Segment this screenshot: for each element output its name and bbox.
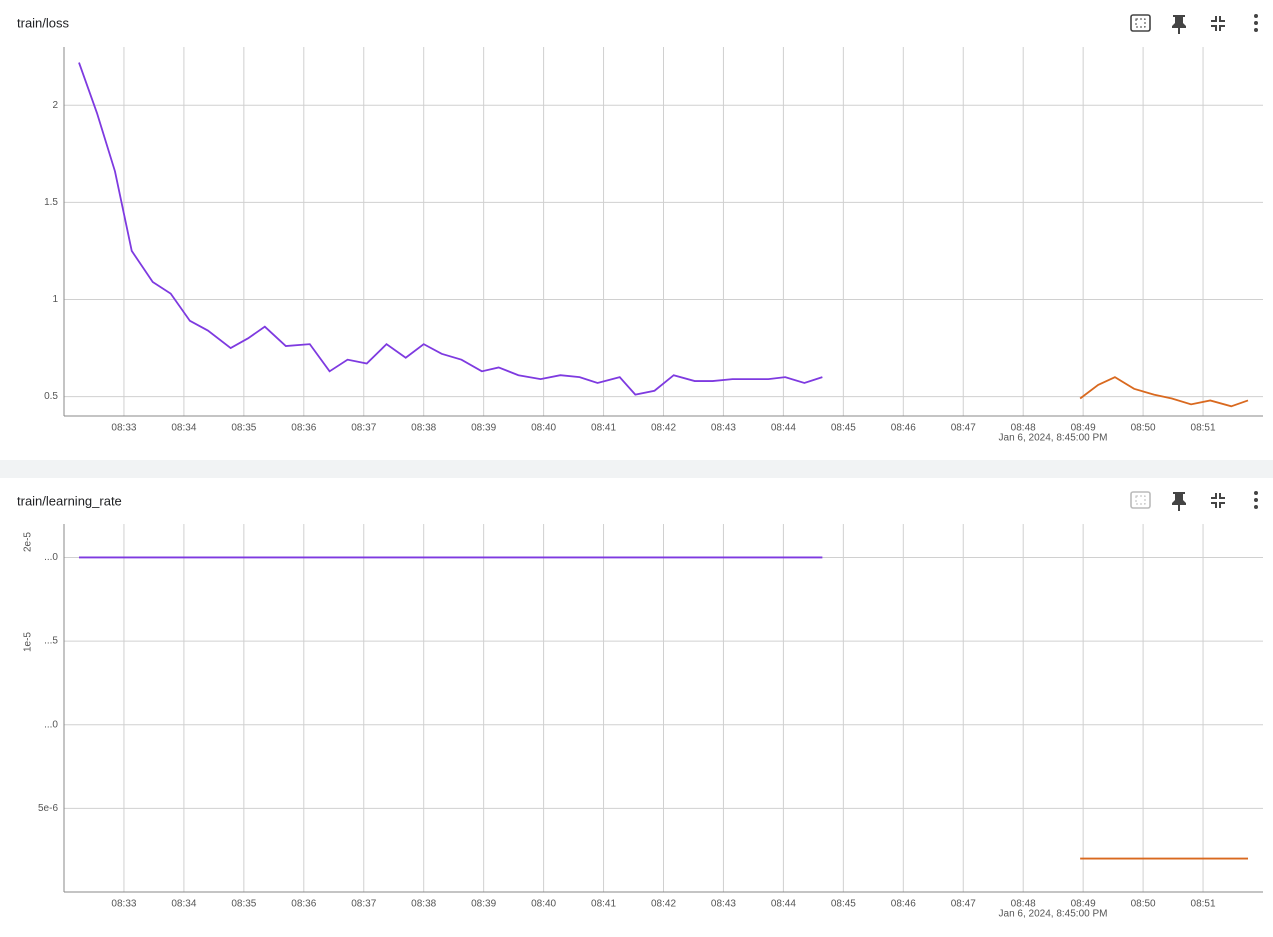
x-tick-label: 08:37 — [351, 423, 376, 434]
x-tick-label: 08:37 — [351, 899, 376, 910]
series-line — [1079, 376, 1249, 408]
x-tick-label: 08:47 — [951, 899, 976, 910]
x-tick-label: 08:41 — [591, 899, 616, 910]
x-tick-label: 08:38 — [411, 899, 436, 910]
fit-domain-button[interactable] — [1130, 491, 1151, 509]
x-tick-label: 08:47 — [951, 423, 976, 434]
x-tick-label: 08:35 — [231, 899, 256, 910]
x-tick-label: 08:38 — [411, 423, 436, 434]
x-tick-label: 08:49 — [1071, 899, 1096, 910]
x-tick-label: 08:50 — [1131, 423, 1156, 434]
chart-title: train/learning_rate — [17, 493, 122, 508]
axis-annotation: Jan 6, 2024, 8:45:00 PM — [999, 909, 1108, 920]
pin-button[interactable] — [1172, 15, 1186, 34]
y-tick-label: 2 — [52, 100, 58, 111]
x-tick-label: 08:34 — [171, 899, 196, 910]
y-tick-label: 5e-6 — [38, 803, 58, 814]
x-tick-label: 08:45 — [831, 423, 856, 434]
x-tick-label: 08:46 — [891, 899, 916, 910]
menu-button[interactable] — [1254, 491, 1258, 509]
x-tick-label: 08:49 — [1071, 423, 1096, 434]
x-tick-label: 08:40 — [531, 899, 556, 910]
x-tick-label: 08:43 — [711, 899, 736, 910]
collapse-button[interactable] — [1211, 16, 1225, 31]
card — [0, 478, 1273, 937]
x-tick-label: 08:34 — [171, 423, 196, 434]
y-tick-label: 1.5 — [44, 197, 58, 208]
x-tick-label: 08:39 — [471, 423, 496, 434]
axis-annotation: Jan 6, 2024, 8:45:00 PM — [999, 433, 1108, 444]
x-tick-label: 08:36 — [291, 899, 316, 910]
y-tick-label: ...0 — [44, 719, 58, 730]
toolbar — [1130, 14, 1258, 34]
chart-title: train/loss — [17, 15, 70, 30]
x-tick-label: 08:51 — [1191, 899, 1216, 910]
x-tick-label: 08:42 — [651, 899, 676, 910]
x-tick-label: 08:42 — [651, 423, 676, 434]
x-tick-label: 08:35 — [231, 423, 256, 434]
y-tick-label: 1 — [52, 294, 58, 305]
card — [0, 0, 1273, 460]
x-tick-label: 08:43 — [711, 423, 736, 434]
x-tick-label: 08:45 — [831, 899, 856, 910]
x-tick-label: 08:33 — [111, 423, 136, 434]
x-tick-label: 08:39 — [471, 899, 496, 910]
x-tick-label: 08:41 — [591, 423, 616, 434]
x-tick-label: 08:40 — [531, 423, 556, 434]
x-tick-label: 08:44 — [771, 423, 796, 434]
menu-button[interactable] — [1254, 14, 1258, 32]
axis-prefix-label: 1e-5 — [23, 632, 34, 652]
x-tick-label: 08:44 — [771, 899, 796, 910]
x-tick-label: 08:33 — [111, 899, 136, 910]
collapse-button[interactable] — [1211, 493, 1225, 508]
x-tick-label: 08:51 — [1191, 423, 1216, 434]
x-tick-label: 08:46 — [891, 423, 916, 434]
toolbar — [1130, 491, 1258, 511]
fit-domain-button[interactable] — [1130, 14, 1151, 32]
y-tick-label: ...5 — [44, 636, 58, 647]
x-tick-label: 08:48 — [1011, 899, 1036, 910]
x-tick-label: 08:50 — [1131, 899, 1156, 910]
x-tick-label: 08:48 — [1011, 423, 1036, 434]
y-tick-label: 0.5 — [44, 391, 58, 402]
axis-prefix-label: 2e-5 — [23, 532, 34, 552]
series-line — [78, 62, 823, 396]
y-tick-label: ...0 — [44, 552, 58, 563]
x-tick-label: 08:36 — [291, 423, 316, 434]
pin-button[interactable] — [1172, 492, 1186, 511]
